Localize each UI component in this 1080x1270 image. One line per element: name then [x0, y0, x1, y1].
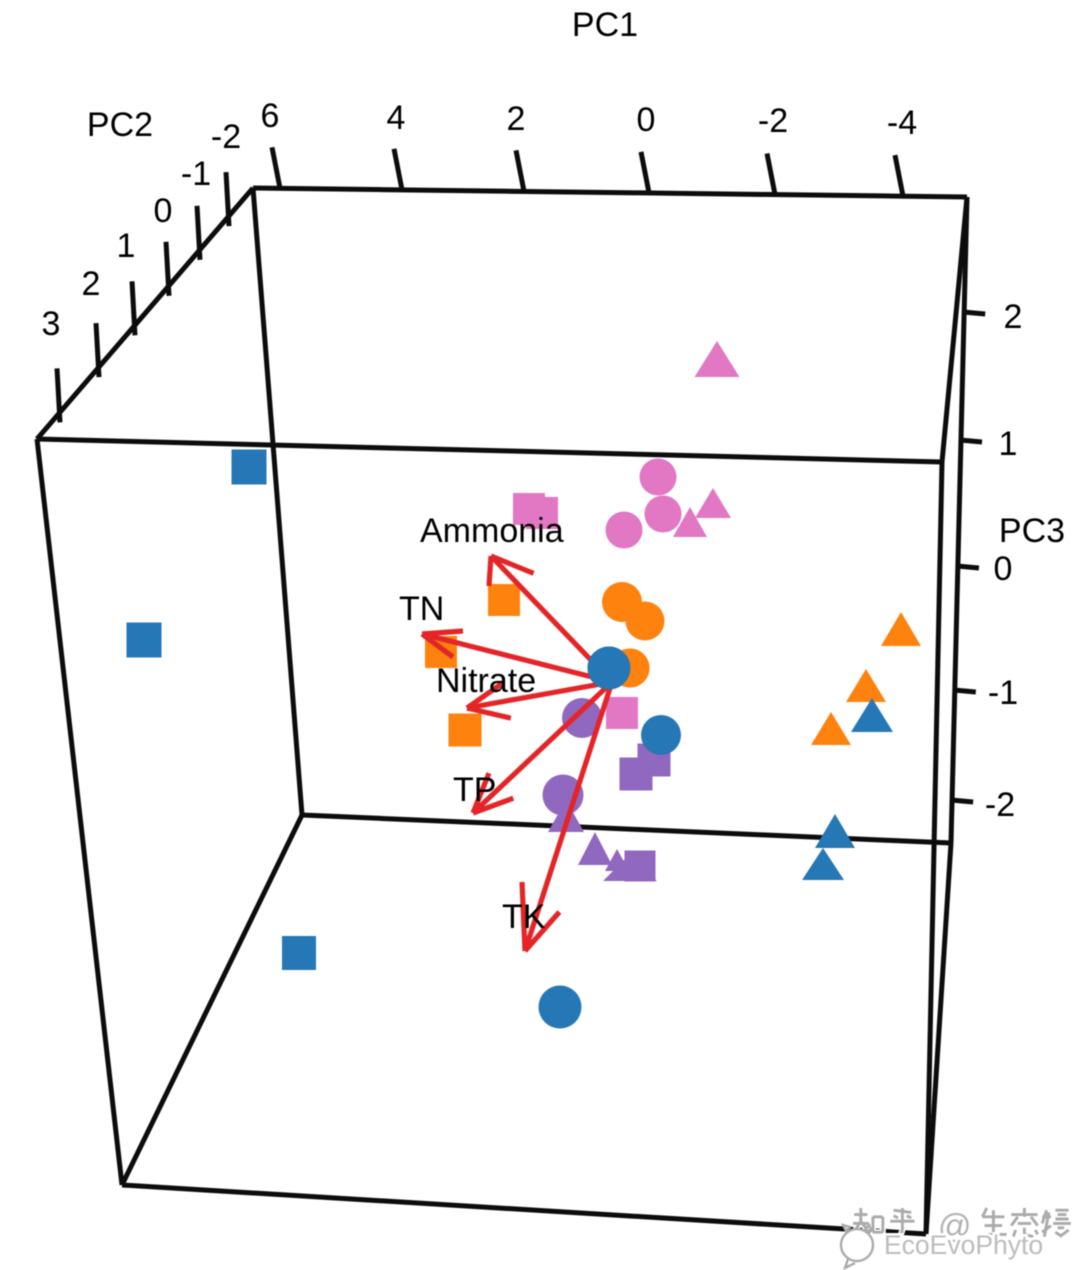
svg-text:-1: -1 [181, 155, 211, 193]
svg-text:PC2: PC2 [87, 106, 153, 144]
svg-text:PC3: PC3 [999, 512, 1065, 550]
svg-text:1: 1 [999, 425, 1018, 463]
svg-text:-2: -2 [758, 102, 788, 140]
svg-text:4: 4 [387, 99, 406, 137]
svg-text:3: 3 [42, 305, 61, 343]
svg-text:EcoEvoPhyto: EcoEvoPhyto [884, 1230, 1043, 1260]
svg-text:-4: -4 [887, 104, 917, 142]
svg-text:0: 0 [994, 550, 1013, 588]
svg-text:TK: TK [502, 898, 546, 936]
svg-text:TN: TN [399, 590, 444, 628]
svg-text:-1: -1 [988, 674, 1018, 712]
svg-text:2: 2 [82, 265, 101, 303]
svg-text:2: 2 [507, 100, 526, 138]
svg-text:PC1: PC1 [572, 6, 638, 44]
svg-text:@: @ [938, 1207, 972, 1244]
svg-text:Ammonia: Ammonia [420, 512, 564, 550]
svg-text:6: 6 [261, 97, 280, 135]
svg-text:1: 1 [117, 227, 136, 265]
svg-text:2: 2 [1004, 298, 1023, 336]
svg-text:-2: -2 [211, 118, 241, 156]
svg-text:-2: -2 [985, 786, 1015, 824]
svg-text:TP: TP [453, 771, 496, 809]
svg-text:0: 0 [154, 192, 173, 230]
svg-text:Nitrate: Nitrate [436, 662, 536, 700]
svg-text:0: 0 [637, 101, 656, 139]
